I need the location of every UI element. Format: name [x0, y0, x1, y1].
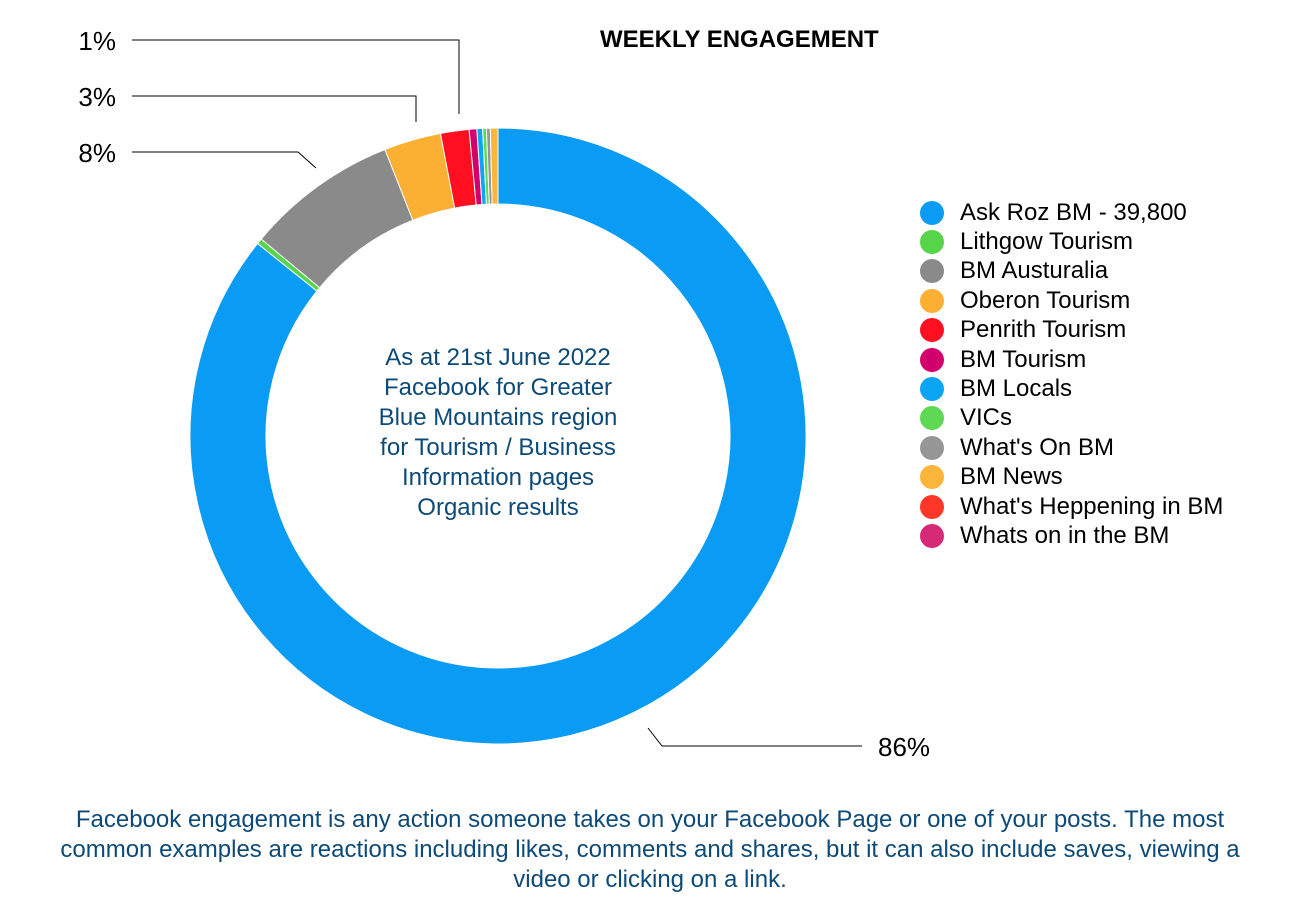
center-line: As at 21st June 2022 [385, 344, 611, 371]
center-line: Organic results [417, 494, 579, 521]
footer-note: Facebook engagement is any action someon… [60, 806, 1240, 893]
legend-swatch [920, 259, 944, 284]
legend: Ask Roz BM - 39,800 Lithgow Tourism BM Aus… [920, 198, 1223, 551]
legend-label: What's On BM [960, 433, 1114, 461]
legend-swatch [920, 523, 944, 548]
legend-swatch [920, 318, 944, 343]
donut-slice [489, 127, 499, 205]
legend-swatch [920, 230, 944, 255]
legend-label: Whats on in the BM [960, 521, 1170, 549]
legend-label: Penrith Tourism [960, 316, 1127, 344]
chart-title: WEEKLY ENGAGEMENT [600, 26, 879, 53]
legend-swatch [920, 494, 944, 519]
legend-swatch [920, 406, 944, 431]
leader-line [132, 151, 317, 169]
legend-item: What's On BM [920, 433, 1223, 462]
legend-item: BM Austuralia [920, 257, 1223, 286]
legend-item: Lithgow Tourism [920, 227, 1223, 256]
legend-item: BM News [920, 463, 1223, 492]
legend-label: BM Locals [960, 375, 1073, 403]
legend-item: BM Locals [920, 374, 1223, 403]
center-line: Information pages [401, 464, 595, 491]
legend-item: Whats on in the BM [920, 521, 1223, 550]
legend-swatch [920, 200, 944, 225]
legend-item: Penrith Tourism [920, 316, 1223, 345]
legend-item: BM Tourism [920, 345, 1223, 374]
legend-swatch [920, 465, 944, 490]
legend-item: VICs [920, 404, 1223, 433]
legend-swatch [920, 435, 944, 460]
legend-label: BM Tourism [960, 345, 1087, 373]
center-line: Blue Mountains region [378, 404, 618, 431]
leader-line [647, 727, 862, 747]
data-label: 3% [78, 82, 116, 112]
legend-label: Oberon Tourism [960, 286, 1131, 314]
legend-swatch [920, 377, 944, 402]
data-label: 8% [78, 138, 116, 168]
legend-label: BM Austuralia [960, 257, 1109, 285]
legend-item: Oberon Tourism [920, 286, 1223, 315]
legend-item: Ask Roz BM - 39,800 [920, 198, 1223, 227]
legend-label: Lithgow Tourism [960, 228, 1133, 256]
data-label: 1% [78, 26, 116, 56]
data-label: 86% [878, 732, 930, 762]
leader-line [132, 39, 460, 114]
center-line: Facebook for Greater [383, 374, 613, 401]
legend-swatch [920, 288, 944, 313]
center-text: As at 21st June 2022 Facebook for Greate… [340, 343, 656, 523]
legend-item: What's Heppening in BM [920, 492, 1223, 521]
legend-label: What's Heppening in BM [960, 492, 1224, 520]
donut-slice [189, 127, 807, 745]
leader-line [132, 95, 417, 122]
legend-label: VICs [960, 404, 1013, 432]
center-line: for Tourism / Business [380, 434, 616, 461]
legend-label: BM News [960, 463, 1063, 491]
legend-swatch [920, 347, 944, 372]
legend-label: Ask Roz BM - 39,800 [960, 198, 1187, 226]
